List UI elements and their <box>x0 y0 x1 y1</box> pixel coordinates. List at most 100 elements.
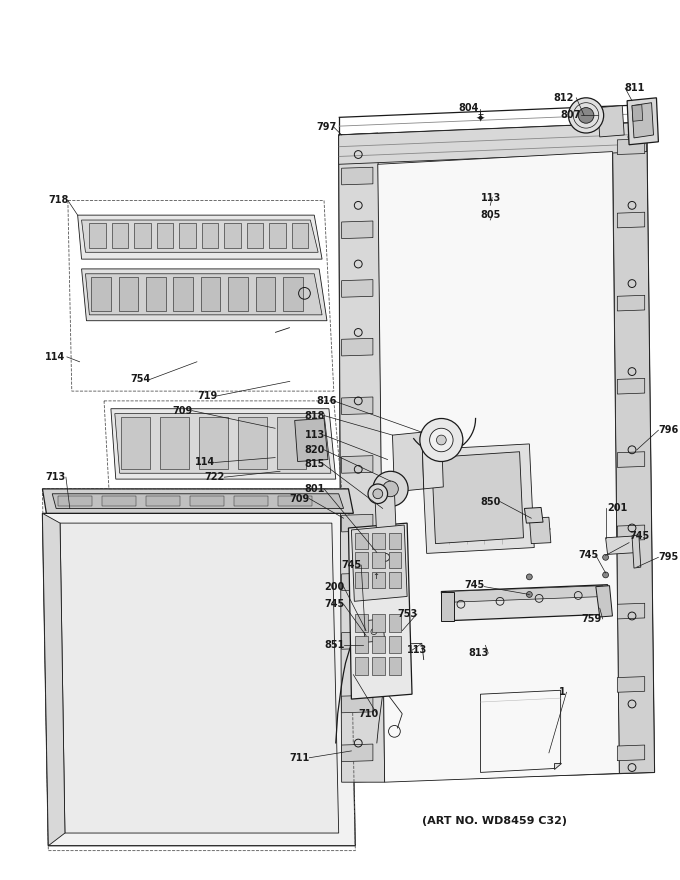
Polygon shape <box>341 514 373 532</box>
Polygon shape <box>135 223 151 248</box>
Text: 745: 745 <box>629 531 649 541</box>
Polygon shape <box>42 513 356 846</box>
Polygon shape <box>632 103 653 138</box>
Polygon shape <box>269 223 286 248</box>
Text: 850: 850 <box>481 496 501 507</box>
Polygon shape <box>375 540 396 574</box>
Text: (ART NO. WD8459 C32): (ART NO. WD8459 C32) <box>422 817 567 826</box>
Polygon shape <box>157 223 173 248</box>
Polygon shape <box>606 536 639 554</box>
Polygon shape <box>617 451 645 467</box>
Polygon shape <box>341 338 373 356</box>
Text: 711: 711 <box>290 752 310 763</box>
Polygon shape <box>617 296 645 311</box>
Polygon shape <box>356 635 368 653</box>
Polygon shape <box>372 635 385 653</box>
Text: 813: 813 <box>469 649 489 658</box>
Polygon shape <box>388 533 401 548</box>
Polygon shape <box>60 523 339 833</box>
Text: 754: 754 <box>131 374 151 385</box>
Text: ↑: ↑ <box>373 572 379 582</box>
Circle shape <box>368 484 388 503</box>
Polygon shape <box>341 573 373 590</box>
Circle shape <box>602 554 609 561</box>
Text: 820: 820 <box>305 444 325 455</box>
Polygon shape <box>372 533 385 548</box>
Text: 816: 816 <box>316 396 337 406</box>
Polygon shape <box>341 632 373 649</box>
Polygon shape <box>529 517 551 544</box>
Polygon shape <box>388 572 401 588</box>
Polygon shape <box>42 489 354 513</box>
Polygon shape <box>102 495 136 507</box>
Polygon shape <box>341 744 373 762</box>
Text: 719: 719 <box>197 391 217 401</box>
Polygon shape <box>422 430 443 489</box>
Polygon shape <box>598 106 624 137</box>
Polygon shape <box>341 280 373 297</box>
Polygon shape <box>388 657 401 675</box>
Polygon shape <box>115 414 331 473</box>
Text: 811: 811 <box>624 83 645 93</box>
Polygon shape <box>283 276 303 311</box>
Text: 801: 801 <box>305 484 325 494</box>
Polygon shape <box>388 553 401 568</box>
Polygon shape <box>617 212 645 228</box>
Circle shape <box>383 481 398 496</box>
Text: 200: 200 <box>324 582 344 591</box>
Circle shape <box>420 419 463 461</box>
Polygon shape <box>617 139 645 155</box>
Text: 745: 745 <box>465 580 485 590</box>
Circle shape <box>430 429 453 451</box>
Polygon shape <box>234 495 269 507</box>
Polygon shape <box>632 535 641 568</box>
Text: 718: 718 <box>48 195 69 205</box>
Polygon shape <box>363 619 385 642</box>
Polygon shape <box>180 223 196 248</box>
Polygon shape <box>617 677 645 693</box>
Polygon shape <box>112 223 129 248</box>
Polygon shape <box>372 657 385 675</box>
Polygon shape <box>388 635 401 653</box>
Polygon shape <box>82 220 318 253</box>
Text: 851: 851 <box>324 641 344 650</box>
Text: 113: 113 <box>407 645 428 656</box>
Text: 201: 201 <box>607 503 628 513</box>
Text: 805: 805 <box>481 210 501 220</box>
Polygon shape <box>341 221 373 238</box>
Polygon shape <box>238 416 267 469</box>
Polygon shape <box>554 763 560 768</box>
Polygon shape <box>524 508 543 523</box>
Polygon shape <box>613 122 654 774</box>
Polygon shape <box>339 122 654 782</box>
Text: 815: 815 <box>305 459 325 469</box>
Polygon shape <box>372 553 385 568</box>
Polygon shape <box>78 215 322 259</box>
Polygon shape <box>228 276 248 311</box>
Polygon shape <box>356 657 368 675</box>
Polygon shape <box>392 432 424 492</box>
Polygon shape <box>432 451 524 544</box>
Polygon shape <box>339 122 647 165</box>
Text: 709: 709 <box>290 494 310 503</box>
Polygon shape <box>111 408 336 479</box>
Polygon shape <box>596 586 613 617</box>
Polygon shape <box>86 274 322 315</box>
Polygon shape <box>617 745 645 760</box>
Text: 797: 797 <box>316 122 337 132</box>
Text: 795: 795 <box>658 553 679 562</box>
Polygon shape <box>422 444 534 554</box>
Text: 1: 1 <box>559 687 566 697</box>
Circle shape <box>373 489 383 499</box>
Polygon shape <box>341 456 373 473</box>
Text: 113: 113 <box>481 193 500 202</box>
Text: 807: 807 <box>560 110 581 121</box>
Polygon shape <box>42 513 65 846</box>
Text: 796: 796 <box>658 425 679 436</box>
Polygon shape <box>372 614 385 632</box>
Text: ✦: ✦ <box>476 114 485 124</box>
Polygon shape <box>378 151 619 782</box>
Polygon shape <box>627 98 658 144</box>
Polygon shape <box>617 525 645 540</box>
Polygon shape <box>277 416 307 469</box>
